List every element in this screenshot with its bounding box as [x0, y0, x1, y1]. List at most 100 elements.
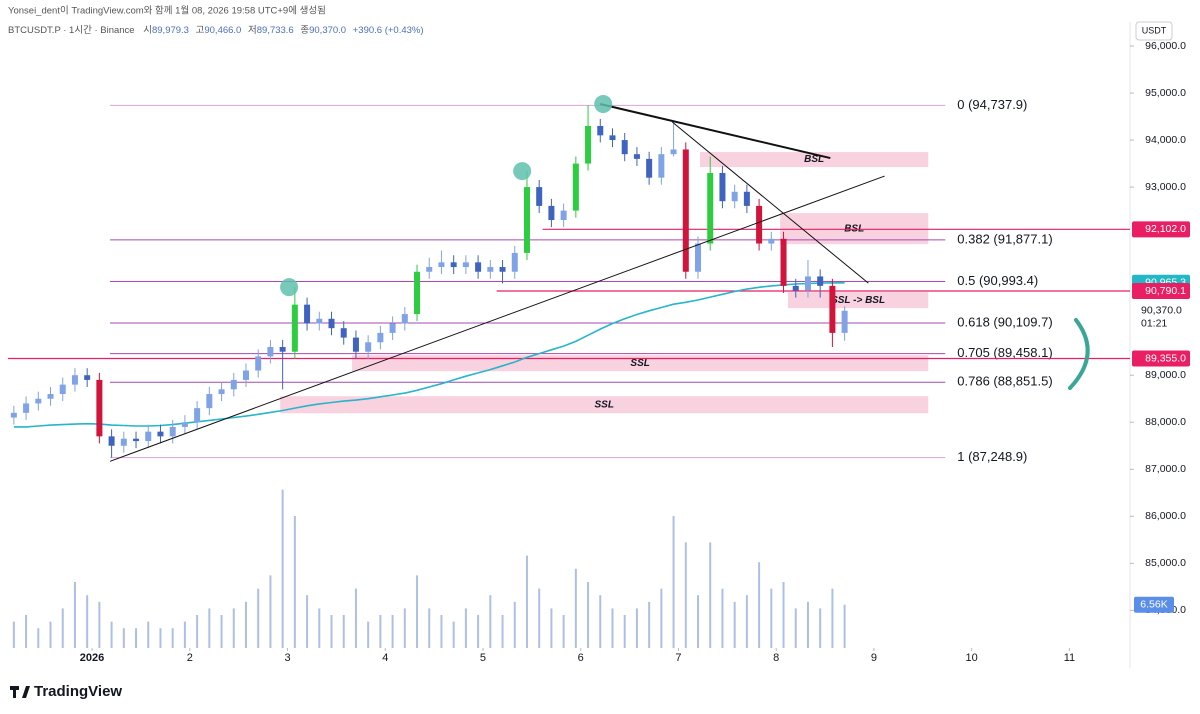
- volume-bar: [183, 621, 186, 648]
- x-tick-label: 5: [480, 652, 486, 664]
- volume-bar: [709, 542, 712, 648]
- volume-bar: [281, 489, 284, 648]
- candle-body: [719, 172, 726, 202]
- x-tick-label: 2: [187, 652, 193, 664]
- volume-bar: [86, 595, 89, 648]
- price-label: 92,102.0: [1145, 223, 1186, 235]
- trendline: [109, 175, 885, 462]
- candle-body: [120, 438, 127, 446]
- x-tick-label: 7: [675, 652, 681, 664]
- candle-body: [438, 262, 445, 268]
- ohlc-label: 종: [300, 25, 309, 36]
- candle-body: [743, 191, 750, 206]
- volume-bar: [293, 516, 296, 648]
- zone-label: BSL: [804, 154, 824, 165]
- ohlc-value: 89,979.3: [152, 25, 189, 36]
- volume-bar: [733, 601, 736, 648]
- volume-bar: [721, 588, 724, 648]
- x-tick-label: 2026: [80, 652, 104, 664]
- moving-average: [13, 282, 845, 428]
- candle-body: [242, 370, 249, 380]
- volume-label: 6.56K: [1140, 598, 1167, 610]
- volume-bar: [843, 604, 846, 648]
- candle-body: [780, 238, 787, 286]
- last-price: 90,370.0: [1141, 305, 1182, 317]
- volume-bar: [611, 608, 614, 648]
- volume-bar: [269, 575, 272, 648]
- volume-bar: [489, 595, 492, 648]
- x-tick-label: 11: [1064, 652, 1075, 664]
- candle-body: [731, 191, 738, 202]
- volume-bar: [244, 601, 247, 648]
- candle-body: [829, 285, 836, 333]
- volume-bar: [306, 595, 309, 648]
- candle-body: [169, 426, 176, 437]
- candle-body: [59, 384, 66, 395]
- volume-bar: [819, 608, 822, 648]
- fib-label: 0.5 (90,993.4): [957, 273, 1038, 288]
- currency[interactable]: USDT: [1142, 25, 1167, 35]
- y-tick-label: 88,000.0: [1145, 416, 1186, 428]
- volume-bar: [562, 615, 565, 648]
- candle-body: [352, 337, 359, 352]
- volume-bar: [159, 628, 162, 648]
- x-tick-label: 9: [871, 652, 877, 664]
- candle-body: [401, 314, 408, 324]
- price-label: 89,355.0: [1145, 352, 1186, 364]
- volume-bar: [61, 608, 64, 648]
- candle-body: [255, 356, 262, 371]
- candle-body: [108, 436, 115, 446]
- candle-body: [157, 431, 164, 437]
- candle-body: [389, 323, 396, 333]
- y-tick-label: 93,000.0: [1145, 181, 1186, 193]
- candle-body: [804, 276, 811, 291]
- volume-bar: [220, 615, 223, 648]
- zone-label: SSL: [630, 358, 649, 369]
- candle-body: [23, 403, 30, 413]
- volume-bar: [98, 601, 101, 648]
- candle-body: [633, 154, 640, 159]
- volume-bar: [379, 615, 382, 648]
- symbol-line: BTCUSDT.P · 1시간 · Binance 시89,979.3 고90,…: [8, 25, 424, 36]
- zone: [699, 152, 929, 168]
- fib-label: 0.618 (90,109.7): [957, 314, 1052, 329]
- ohlc-label: 시: [143, 25, 152, 36]
- volume-bar: [428, 608, 431, 648]
- volume-bar: [599, 595, 602, 648]
- volume-bar: [623, 615, 626, 648]
- volume-bar: [770, 588, 773, 648]
- volume-bar: [648, 601, 651, 648]
- volume-bar: [208, 608, 211, 648]
- y-tick-label: 94,000.0: [1145, 134, 1186, 146]
- marker: [280, 278, 299, 297]
- candle-body: [792, 285, 799, 291]
- volume-bar: [513, 601, 516, 648]
- volume-bar: [367, 621, 370, 648]
- zone: [787, 292, 929, 309]
- candle-body: [450, 262, 457, 268]
- bracket: [1068, 318, 1090, 390]
- candle-body: [71, 375, 78, 385]
- candle-body: [621, 140, 628, 155]
- volume-bar: [73, 582, 76, 648]
- symbol: BTCUSDT.P · 1시간 · Binance: [8, 25, 135, 36]
- currency-box[interactable]: [1135, 21, 1173, 41]
- candle-body: [414, 271, 421, 315]
- volume-bar: [745, 595, 748, 648]
- candle-body: [499, 267, 506, 272]
- volume-bar: [330, 615, 333, 648]
- candle-body: [84, 375, 91, 380]
- x-tick-label: 6: [578, 652, 584, 664]
- candle-body: [267, 346, 274, 357]
- candle-body: [597, 125, 604, 136]
- logo-text: TradingView: [34, 683, 122, 700]
- change: +390.6 (+0.43%): [353, 25, 424, 36]
- volume-bar: [452, 621, 455, 648]
- candle-body: [609, 135, 616, 141]
- volume-bar: [110, 621, 113, 648]
- candle-body: [304, 304, 311, 324]
- volume-bar: [196, 615, 199, 648]
- zone-label: SSL -> BSL: [831, 295, 885, 306]
